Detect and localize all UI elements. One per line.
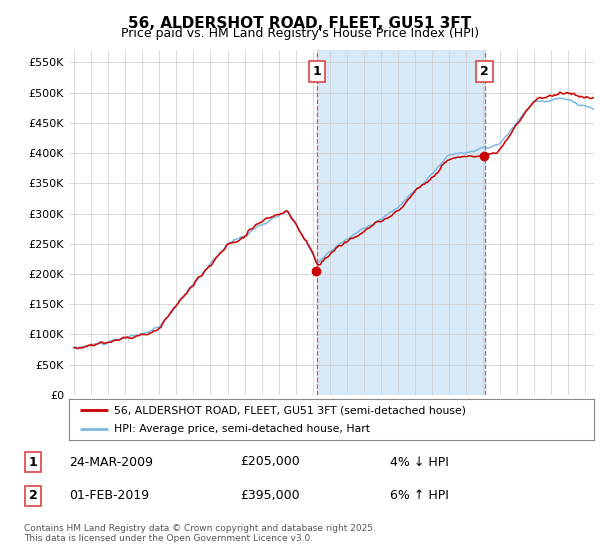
Text: £395,000: £395,000 [240,489,299,502]
Text: 1: 1 [29,455,37,469]
Text: £205,000: £205,000 [240,455,300,469]
Text: HPI: Average price, semi-detached house, Hart: HPI: Average price, semi-detached house,… [113,424,370,433]
Text: 6% ↑ HPI: 6% ↑ HPI [390,489,449,502]
Text: 01-FEB-2019: 01-FEB-2019 [69,489,149,502]
Text: 56, ALDERSHOT ROAD, FLEET, GU51 3FT (semi-detached house): 56, ALDERSHOT ROAD, FLEET, GU51 3FT (sem… [113,405,466,415]
Text: 2: 2 [29,489,37,502]
Text: 56, ALDERSHOT ROAD, FLEET, GU51 3FT: 56, ALDERSHOT ROAD, FLEET, GU51 3FT [128,16,472,31]
Text: Price paid vs. HM Land Registry's House Price Index (HPI): Price paid vs. HM Land Registry's House … [121,27,479,40]
Bar [317,50,485,395]
Text: 4% ↓ HPI: 4% ↓ HPI [390,455,449,469]
Text: 24-MAR-2009: 24-MAR-2009 [69,455,153,469]
Text: 1: 1 [312,65,321,78]
Text: 2: 2 [480,65,489,78]
Text: Contains HM Land Registry data © Crown copyright and database right 2025.
This d: Contains HM Land Registry data © Crown c… [24,524,376,543]
